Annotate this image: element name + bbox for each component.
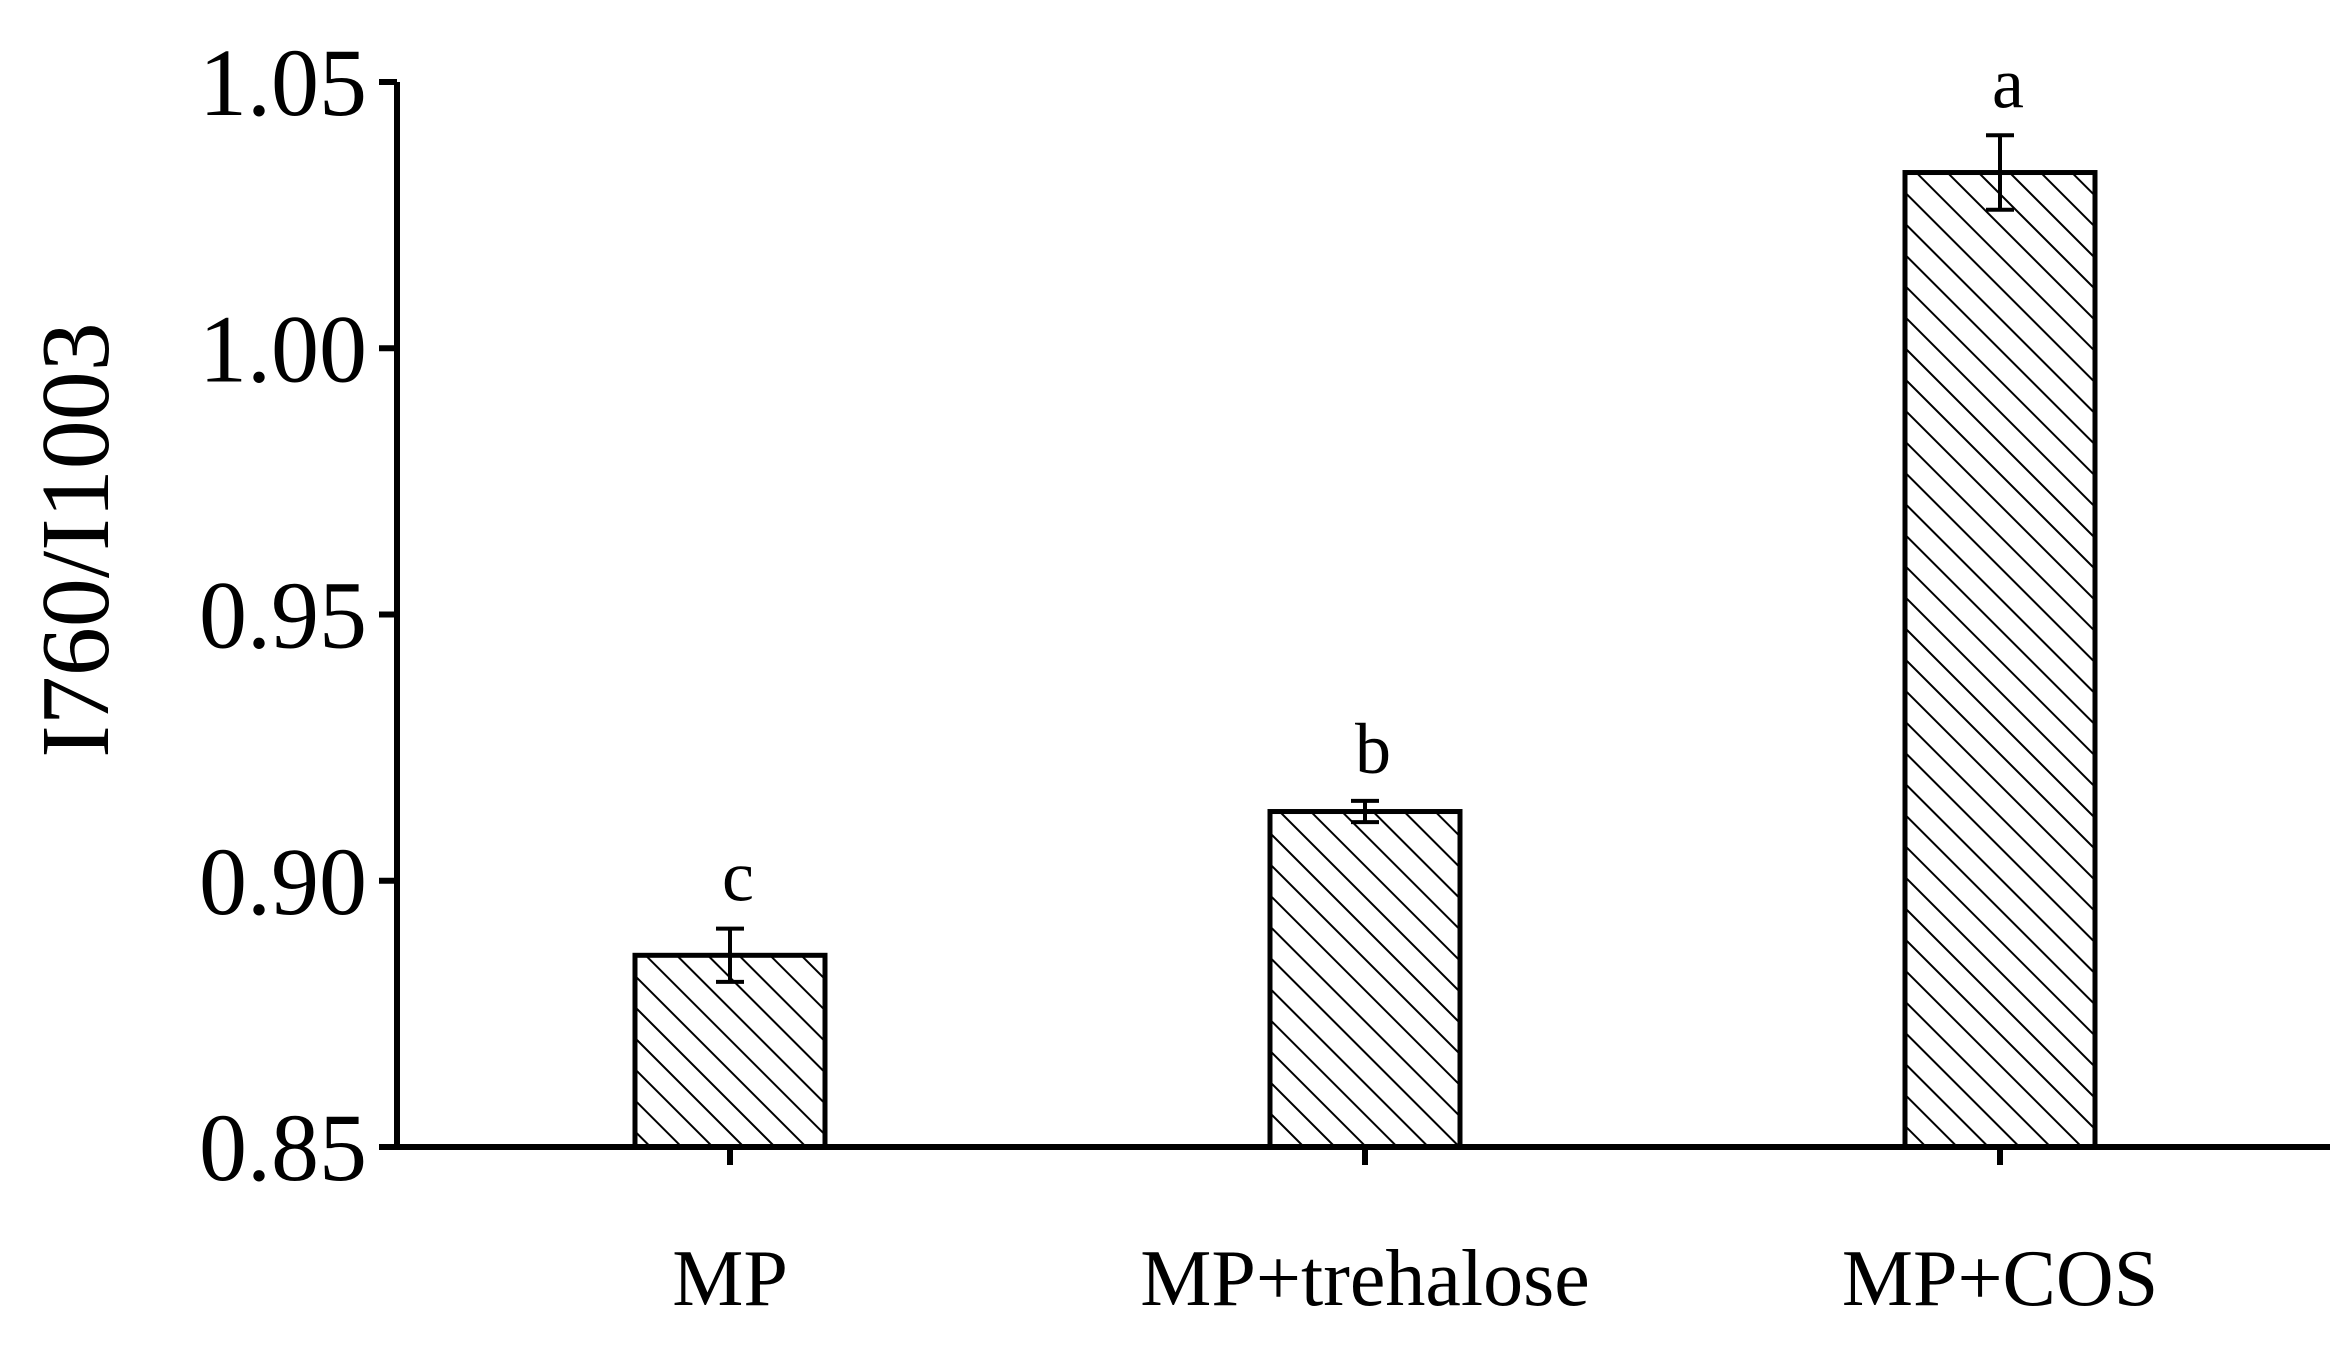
y-tick-label: 1.05 — [199, 29, 367, 136]
x-axis-labels: MP MP+trehalose MP+COS — [672, 1147, 2158, 1323]
x-category-label-0: MP — [672, 1235, 788, 1323]
y-axis-ticks: 0.85 0.90 0.95 1.00 1.05 — [199, 29, 397, 1201]
x-category-label-1: MP+trehalose — [1140, 1235, 1590, 1323]
significance-letter-1: b — [1355, 709, 1391, 789]
error-bar-2 — [1986, 133, 2014, 212]
bar-2 — [1902, 170, 2098, 1150]
y-tick-label: 0.90 — [199, 828, 367, 935]
significance-letter-2: a — [1992, 43, 2024, 123]
y-axis-title: I760/I1003 — [22, 322, 130, 758]
error-bars — [716, 133, 2014, 984]
bars — [632, 170, 2098, 1150]
bar-1 — [1267, 809, 1463, 1150]
y-tick-label: 1.00 — [199, 295, 367, 402]
x-category-label-2: MP+COS — [1842, 1235, 2158, 1323]
y-tick-label: 0.95 — [199, 562, 367, 669]
error-bar-1 — [1351, 798, 1379, 825]
bar-0 — [632, 952, 828, 1150]
y-tick-label: 0.85 — [199, 1094, 367, 1201]
significance-letters: c b a — [722, 43, 2024, 916]
error-bar-0 — [716, 926, 744, 984]
significance-letter-0: c — [722, 837, 754, 917]
